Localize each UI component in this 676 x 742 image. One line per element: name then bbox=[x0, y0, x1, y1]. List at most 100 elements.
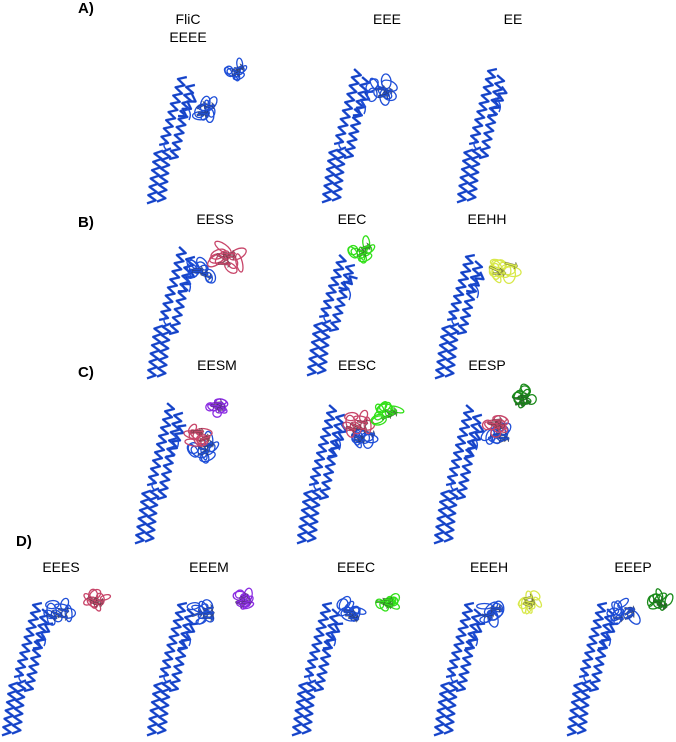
structure-eess-group bbox=[146, 240, 247, 380]
helix-d1-a-shade bbox=[446, 602, 474, 678]
helix-d1-b-shade bbox=[329, 264, 355, 332]
title-flic: FliC EEEE bbox=[160, 10, 216, 46]
helix-d1-c-shade bbox=[466, 271, 484, 293]
title-line-1: FliC bbox=[175, 11, 201, 27]
title-eeep: EEEP bbox=[614, 559, 652, 575]
structure-eeep-svg bbox=[566, 588, 674, 737]
structure-eesc bbox=[295, 376, 405, 548]
helix-d1-a-shade bbox=[309, 404, 337, 486]
structure-eees bbox=[0, 572, 115, 740]
loop bbox=[323, 285, 352, 323]
helix-d1-b-shade bbox=[479, 74, 505, 159]
helix-d0-a-shade bbox=[566, 682, 584, 736]
title-eee: EEE bbox=[372, 11, 401, 27]
helix-d1-a-shade bbox=[319, 254, 347, 318]
structure-ee-svg bbox=[456, 67, 508, 204]
helix-d1-a-shade bbox=[159, 246, 187, 321]
structure-eees-group bbox=[1, 588, 112, 737]
loop bbox=[338, 99, 367, 150]
helix-d1-a-shade bbox=[14, 602, 42, 678]
domain-insert bbox=[646, 588, 674, 611]
panel-label-a: A) bbox=[78, 0, 94, 17]
structure-eeep bbox=[565, 572, 676, 740]
helix-d0-b-shade bbox=[331, 147, 347, 201]
helix-d1-c-shade bbox=[165, 425, 187, 457]
helix-d1-a-shade bbox=[147, 402, 175, 486]
helix-d0-a-shade bbox=[146, 682, 164, 736]
helix-d1-c-shade bbox=[338, 275, 358, 291]
domain-insert bbox=[183, 423, 213, 447]
helix-d0-a-shade bbox=[456, 149, 474, 203]
structure-eeec bbox=[290, 572, 405, 740]
domain-d2 bbox=[476, 600, 505, 628]
domain-d2 bbox=[186, 599, 215, 625]
structure-eesp-group bbox=[433, 383, 537, 545]
loop bbox=[18, 631, 47, 683]
helix-d0-b-shade bbox=[443, 680, 459, 734]
helix-d1-c-shade bbox=[177, 93, 197, 117]
structure-eesm bbox=[133, 376, 243, 548]
domain-insert bbox=[342, 409, 376, 438]
helix-d0-b-shade bbox=[144, 488, 160, 542]
helix-d1-c-shade bbox=[322, 623, 344, 649]
loop bbox=[163, 105, 192, 151]
loop bbox=[450, 631, 479, 683]
title-eeeh: EEEH bbox=[469, 559, 509, 575]
helix-d0-a-shade bbox=[134, 490, 152, 544]
helix-d0-a-shade bbox=[306, 322, 324, 376]
structure-flic bbox=[145, 28, 255, 208]
domain-d2 bbox=[191, 95, 218, 124]
helix-d0-b-shade bbox=[316, 320, 332, 374]
domain-d2 bbox=[186, 256, 217, 284]
structure-eeem-svg bbox=[146, 587, 255, 737]
helix-d1-a-shade bbox=[304, 602, 332, 678]
domain-d2 bbox=[365, 73, 398, 106]
structure-eee bbox=[320, 62, 410, 207]
helix-d0-b-shade bbox=[444, 323, 460, 377]
structure-eehh-svg bbox=[434, 253, 522, 380]
structure-eehh-group bbox=[434, 253, 522, 380]
title-eesm: EESM bbox=[197, 357, 237, 373]
title-eehh: EEHH bbox=[467, 211, 507, 227]
helix-d1-a-shade bbox=[469, 68, 497, 145]
structure-eeec-svg bbox=[291, 593, 401, 737]
helix-d1-a-shade bbox=[579, 602, 607, 678]
structure-ee bbox=[455, 62, 515, 207]
loop bbox=[451, 283, 480, 326]
domain-insert bbox=[517, 590, 543, 615]
structure-eehh bbox=[433, 228, 528, 383]
loop bbox=[163, 277, 192, 326]
title-eesc: EESC bbox=[337, 357, 377, 373]
structure-eee-group bbox=[321, 68, 398, 204]
structure-eeem bbox=[145, 572, 260, 740]
helix-d0-a-shade bbox=[433, 682, 451, 736]
domain-insert bbox=[83, 588, 112, 612]
helix-d1-c-shade bbox=[177, 623, 199, 649]
domain-insert bbox=[481, 414, 509, 438]
helix-d0-a-shade bbox=[1, 682, 19, 736]
helix-d0-a-shade bbox=[321, 149, 339, 203]
structure-ee-group bbox=[456, 67, 508, 204]
structure-eee-svg bbox=[321, 68, 398, 204]
title-eesp: EESP bbox=[468, 357, 506, 373]
title-eess: EESS bbox=[196, 211, 234, 227]
structure-eesm-group bbox=[134, 398, 229, 545]
structure-eec-svg bbox=[306, 235, 376, 377]
helix-d0-a-shade bbox=[146, 325, 164, 379]
panel-label-d: D) bbox=[16, 533, 32, 550]
helix-d0-b-shade bbox=[306, 488, 322, 542]
panel-label-b: B) bbox=[78, 214, 94, 231]
domain-insert bbox=[232, 587, 255, 610]
helix-d1-b-shade bbox=[169, 256, 195, 335]
helix-d0-b-shade bbox=[11, 680, 27, 734]
domain-insert bbox=[375, 593, 401, 612]
helix-d1-c-shade bbox=[327, 424, 348, 457]
helix-d1-c-shade bbox=[597, 623, 619, 649]
domain-insert bbox=[347, 235, 376, 264]
title-eeec: EEEC bbox=[336, 559, 376, 575]
structure-eees-svg bbox=[1, 588, 112, 737]
title-line-2: EEEE bbox=[169, 29, 207, 45]
domain-cap bbox=[205, 398, 229, 418]
structure-eesc-svg bbox=[296, 401, 405, 545]
loop bbox=[163, 631, 192, 683]
